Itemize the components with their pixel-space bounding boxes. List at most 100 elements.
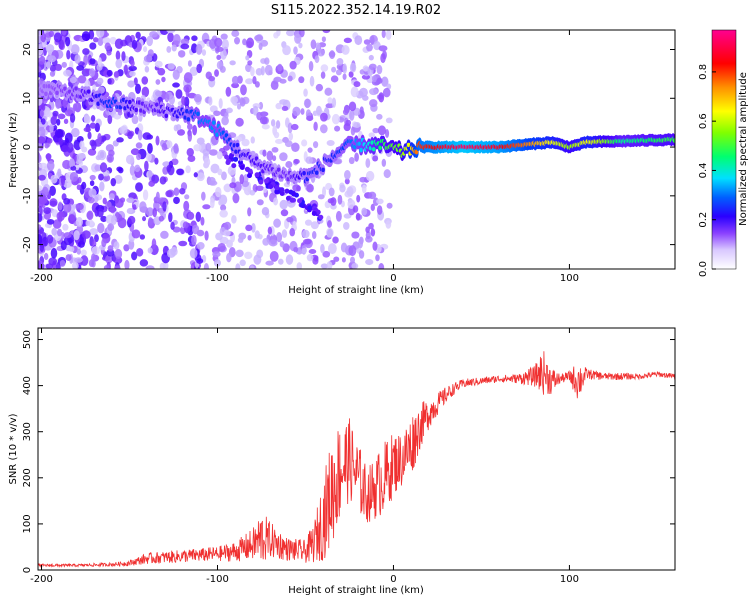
spectrogram-noise-blob (274, 138, 284, 144)
spectrogram-noise-blob (135, 182, 143, 192)
snr-y-ticks: 0 100 200 300 400 500 (22, 330, 675, 573)
spectrogram-noise-blob (157, 67, 166, 76)
spectrogram-noise-blob (52, 110, 59, 117)
spectrogram-noise-blob (231, 75, 240, 85)
spectrogram-noise-blob (376, 113, 383, 120)
spectrogram-noise-blob (275, 102, 282, 110)
spectrogram-noise-blob (339, 184, 346, 193)
spectrogram-branch-blob (225, 160, 231, 166)
spectrogram-noise-blob (331, 97, 337, 108)
spectrogram-noise-blob (269, 250, 279, 262)
spectrogram-ridge-core (371, 147, 376, 152)
spectrogram-ridge-core (370, 140, 374, 145)
spectrogram-noise-blob (89, 42, 97, 50)
spectrogram-noise-blob (139, 234, 146, 240)
spectrogram-noise-blob (262, 149, 267, 157)
spectrogram-noise-blob (293, 46, 298, 55)
spectrogram-noise-blob (195, 211, 202, 223)
snr-series-clip (38, 351, 675, 568)
spectrogram-noise-blob (185, 86, 190, 97)
spectrogram-noise-blob (322, 30, 331, 34)
spectrogram-noise-blob (71, 127, 80, 138)
colorbar-tick-label: 0.2 (698, 212, 709, 228)
spectrogram-noise-blob (59, 260, 66, 267)
spectrogram-noise-blob (178, 50, 186, 58)
spectrogram-noise-blob (113, 241, 120, 250)
snr-y-tick-label: 200 (22, 468, 33, 487)
spectrogram-ridge-core (215, 132, 219, 137)
spectrogram-noise-blob (168, 212, 173, 223)
spectrogram-ridge-core (94, 93, 99, 99)
spectrogram-noise-blob (96, 77, 104, 85)
spectrogram-noise-blob (256, 199, 264, 206)
spectrogram-noise-blob (236, 103, 242, 110)
spectrogram-noise-blob (336, 58, 344, 66)
spectrogram-noise-blob (100, 215, 108, 223)
snr-x-tick-label: -100 (206, 574, 229, 585)
spectrogram-noise-blob (346, 186, 354, 197)
spectrogram-noise-blob (151, 238, 157, 250)
spectrogram-noise-blob (219, 209, 228, 218)
colorbar-tick-label: 0.4 (698, 162, 709, 178)
spectrogram-ridge-core (121, 97, 126, 102)
spectrogram-noise-blob (343, 222, 350, 230)
spectrogram-noise-blob (241, 180, 250, 188)
spectrogram-noise-blob (38, 66, 42, 73)
spectrogram-noise-blob (231, 214, 237, 224)
spectrogram-ridge-core (55, 90, 59, 96)
spectrogram-noise-blob (94, 122, 100, 133)
spectrogram-branch-blob (258, 179, 264, 185)
spectrogram-branch-blob (274, 189, 280, 195)
spectrogram-noise-blob (370, 203, 375, 212)
spectrogram-noise-blob (120, 197, 126, 203)
spectrogram-noise-blob (193, 144, 202, 152)
spectrogram-noise-blob (38, 174, 46, 181)
spectrogram-branch-blob (246, 173, 252, 179)
spectrogram-noise-blob (69, 158, 75, 167)
spectrogram-noise-blob (175, 124, 182, 131)
spectrogram-noise-blob (50, 174, 58, 184)
spectrogram-noise-blob (136, 247, 144, 257)
spectrogram-noise-blob (76, 248, 82, 255)
spectrogram-ridge-core (235, 142, 240, 148)
spectrogram-noise-blob (68, 214, 76, 224)
spectrogram-noise-blob (226, 252, 232, 263)
spectrogram-noise-blob (187, 212, 195, 220)
spectrogram-noise-blob (93, 37, 99, 43)
spectrogram-noise-blob (158, 215, 165, 222)
spectrogram-noise-blob (148, 217, 153, 226)
spectrogram-noise-blob (349, 62, 357, 73)
spectrogram-x-ticks: -200 -100 0 100 (30, 30, 579, 284)
spectrogram-noise-blob (103, 265, 110, 269)
spectrogram-noise-blob (164, 93, 170, 103)
spectrogram-noise-blob (249, 265, 255, 269)
spectrogram-noise-blob (221, 171, 227, 181)
spectrogram-noise-blob (133, 77, 138, 86)
spectrogram-noise-blob (356, 194, 361, 203)
spectrogram-branch-blob (289, 197, 295, 203)
spectrogram-noise-blob (310, 39, 317, 50)
spectrogram-noise-blob (96, 30, 105, 38)
spectrogram-heatmap (38, 30, 675, 269)
spectrogram-noise-blob (378, 263, 385, 269)
spectrogram-noise-blob (38, 126, 46, 137)
spectrogram-noise-blob (306, 183, 314, 193)
spectrogram-noise-blob (302, 238, 312, 245)
snr-y-tick-label: 500 (22, 330, 33, 349)
spectrogram-branch-blob (231, 163, 237, 169)
spectrogram-x-tick-label: -100 (206, 273, 229, 284)
spectrogram-noise-blob (161, 142, 168, 151)
spectrogram-noise-blob (385, 30, 392, 40)
spectrogram-noise-blob (249, 189, 256, 196)
spectrogram-noise-blob (327, 243, 337, 255)
spectrogram-noise-blob (214, 69, 219, 77)
spectrogram-noise-blob (187, 131, 193, 142)
spectrogram-noise-blob (186, 148, 194, 157)
spectrogram-noise-blob (87, 196, 95, 204)
spectrogram-noise-blob (43, 252, 49, 261)
spectrogram-noise-blob (110, 215, 117, 226)
snr-x-tick-label: -200 (30, 574, 53, 585)
spectrogram-noise-blob (210, 163, 220, 174)
spectrogram-noise-blob (244, 251, 253, 260)
spectrogram-noise-blob (63, 232, 72, 239)
